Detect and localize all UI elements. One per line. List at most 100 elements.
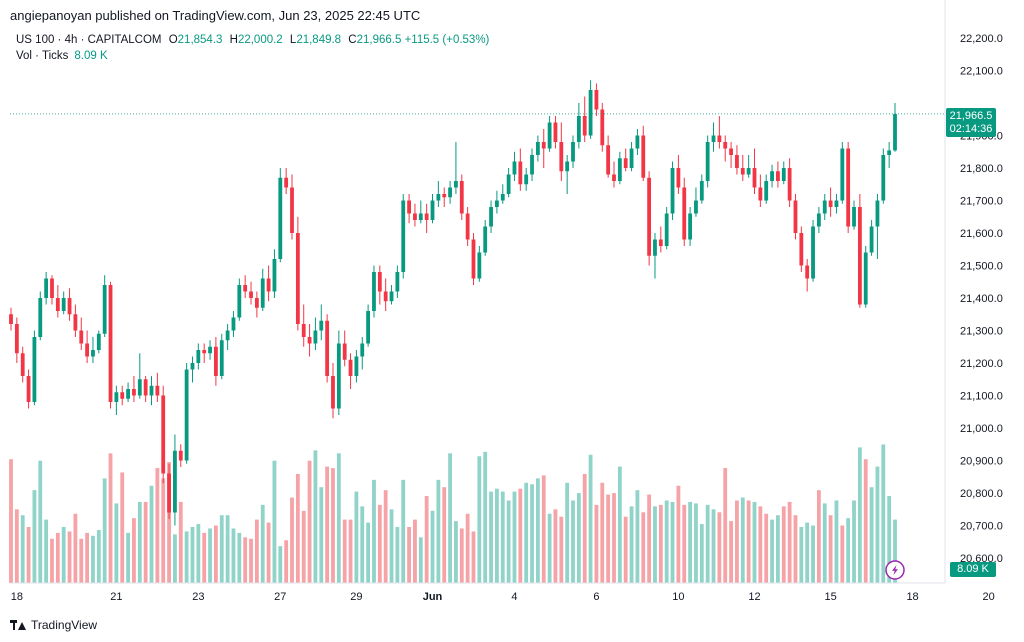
volume-bar	[290, 497, 294, 583]
high-label: H	[229, 34, 238, 46]
time-tick-label: 4	[511, 591, 517, 603]
candle-body	[653, 239, 657, 256]
candle	[96, 330, 101, 354]
candle	[553, 116, 558, 149]
candle	[588, 80, 593, 139]
candle-body	[407, 200, 411, 214]
candle-body	[413, 213, 417, 220]
time-tick-label: 27	[274, 591, 286, 603]
candle-body	[776, 171, 780, 181]
candle-body	[735, 155, 739, 168]
candle-body	[231, 317, 236, 331]
lightning-icon[interactable]	[885, 560, 905, 580]
candle-body	[705, 142, 710, 181]
candle-body	[73, 314, 78, 331]
candle-body	[694, 200, 698, 214]
candle	[717, 116, 722, 149]
candle	[565, 155, 570, 194]
volume-bar	[465, 513, 470, 583]
candle	[530, 148, 534, 181]
candle-body	[313, 330, 318, 344]
volume-bar	[805, 522, 810, 583]
candle-body	[834, 200, 839, 207]
time-tick-label: 23	[192, 591, 204, 603]
volume-bar	[764, 513, 769, 583]
candle	[202, 343, 207, 363]
candle-body	[799, 233, 804, 266]
volume-bar	[424, 496, 429, 583]
candle-body	[617, 158, 622, 181]
candle	[606, 135, 611, 178]
volume-bar	[377, 504, 382, 583]
candle-body	[553, 122, 558, 142]
time-axis[interactable]: 1821232729Jun46101215182024	[11, 591, 1024, 603]
candle-body	[571, 142, 575, 162]
candle-body	[822, 200, 827, 214]
time-tick-label: 29	[350, 591, 362, 603]
volume-bar	[641, 512, 646, 583]
candle	[407, 194, 411, 224]
candle-body	[635, 135, 640, 149]
volume-bar	[249, 538, 253, 583]
candle	[249, 281, 253, 305]
volume-bar	[857, 447, 862, 583]
volume-bar	[278, 546, 283, 583]
chart-legend: US 100 · 4h · CAPITALCOM O21,854.3 H22,0…	[16, 32, 489, 64]
candle-body	[67, 298, 72, 315]
volume-bar	[44, 519, 49, 583]
symbol-label[interactable]: US 100 · 4h · CAPITALCOM	[16, 34, 162, 46]
candle-body	[348, 359, 353, 376]
candle	[50, 275, 54, 305]
candle-body	[50, 278, 54, 298]
candle-body	[120, 392, 125, 399]
candle-body	[249, 291, 253, 298]
candle	[699, 174, 704, 204]
candle-body	[887, 150, 892, 155]
candle	[635, 129, 640, 155]
volume-bar	[512, 491, 517, 583]
candle	[137, 353, 142, 399]
candle-body	[506, 174, 511, 194]
candle	[448, 181, 452, 204]
candle-body	[342, 343, 347, 360]
candle-body	[418, 213, 423, 220]
price-tick-label: 21,400.0	[960, 293, 1003, 305]
open-label: O	[168, 34, 178, 46]
candle	[102, 275, 107, 337]
candle	[9, 307, 13, 331]
volume-bar	[658, 504, 663, 583]
candle	[559, 122, 564, 181]
time-tick-label: 18	[11, 591, 23, 603]
candle-body	[828, 200, 833, 207]
volume-bar	[711, 509, 716, 583]
candle-body	[576, 116, 581, 142]
volume-label[interactable]: Vol · Ticks	[16, 50, 69, 62]
volume-bar	[366, 522, 371, 583]
candle-body	[863, 252, 868, 305]
volume-bar	[436, 479, 441, 583]
price-tick-label: 21,500.0	[960, 261, 1003, 273]
candle-body	[500, 194, 505, 201]
candle-body	[372, 272, 376, 311]
volume-bar	[155, 468, 160, 583]
candle-body	[781, 168, 786, 181]
candle-body	[26, 376, 31, 402]
volume-bar	[143, 501, 148, 583]
candle-body	[132, 389, 136, 396]
candle-body	[319, 320, 324, 331]
candle	[617, 151, 622, 185]
volume-bar	[319, 487, 324, 583]
volume-bar	[243, 537, 248, 583]
candle-body	[717, 135, 722, 142]
time-tick-label: 21	[110, 591, 122, 603]
volume-bar	[489, 491, 493, 583]
candle	[290, 174, 294, 240]
volume-bar	[688, 501, 693, 583]
volume-bar	[219, 515, 224, 583]
candle-body	[477, 252, 482, 279]
candle	[225, 324, 230, 350]
candle	[459, 174, 464, 220]
candle-body	[96, 333, 101, 350]
candle	[711, 122, 716, 152]
